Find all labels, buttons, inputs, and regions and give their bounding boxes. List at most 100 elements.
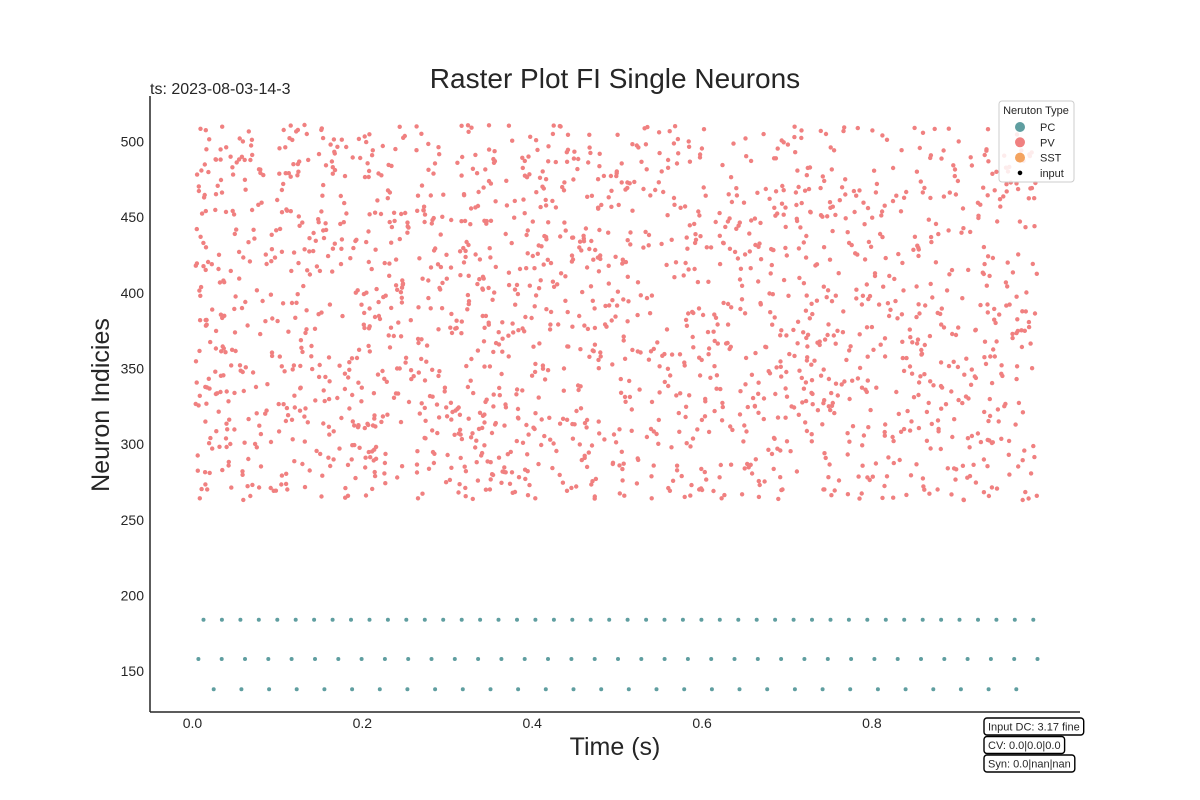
pv-spike-point	[690, 436, 696, 441]
pv-spike-point	[644, 434, 650, 440]
pv-spike-point	[991, 347, 996, 352]
pv-spike-point	[452, 432, 457, 437]
pv-spike-point	[263, 252, 268, 257]
pv-spike-point	[981, 490, 987, 495]
pc-spike-point	[499, 657, 504, 661]
pv-spike-point	[326, 396, 332, 402]
pv-spike-point	[593, 476, 599, 482]
pc-spike-point	[965, 657, 970, 661]
pv-spike-point	[550, 198, 555, 204]
pv-spike-point	[953, 477, 958, 482]
pv-spike-point	[246, 129, 251, 134]
pv-spike-point	[383, 451, 388, 457]
legend-label: PV	[1040, 137, 1055, 149]
pv-spike-point	[572, 149, 577, 154]
pv-spike-point	[630, 347, 635, 353]
pv-spike-point	[399, 300, 405, 305]
pv-spike-point	[589, 482, 594, 487]
pv-spike-point	[520, 165, 525, 171]
pv-spike-point	[560, 184, 565, 190]
pv-spike-point	[778, 359, 783, 364]
pv-spike-point	[577, 239, 583, 244]
pv-spike-point	[453, 326, 458, 331]
pv-spike-point	[826, 376, 832, 382]
pc-spike-point	[639, 657, 644, 661]
pv-spike-point	[426, 141, 431, 147]
pv-spike-point	[756, 380, 761, 385]
pv-spike-point	[821, 245, 827, 250]
pv-spike-point	[699, 487, 705, 493]
pv-spike-point	[232, 390, 237, 396]
pv-spike-point	[497, 385, 502, 391]
pv-spike-point	[674, 393, 679, 398]
pv-spike-point	[349, 457, 354, 462]
pv-spike-point	[775, 146, 780, 151]
pv-spike-point	[881, 284, 886, 289]
pv-spike-point	[725, 340, 730, 346]
pv-spike-point	[586, 450, 591, 455]
pc-spike-point	[654, 687, 659, 692]
pv-spike-point	[804, 293, 809, 298]
pv-spike-point	[551, 284, 557, 289]
pv-spike-point	[555, 282, 560, 287]
pv-spike-point	[712, 338, 717, 344]
pv-spike-point	[661, 189, 666, 195]
pv-spike-point	[810, 402, 815, 407]
pv-spike-point	[464, 363, 469, 369]
pv-spike-point	[642, 126, 647, 131]
pv-spike-point	[353, 475, 358, 481]
pv-spike-point	[542, 377, 548, 382]
pv-spike-point	[584, 265, 590, 270]
pc-spike-point	[717, 617, 722, 622]
pv-spike-point	[321, 421, 326, 426]
pv-spike-point	[729, 199, 735, 205]
pv-spike-point	[242, 157, 247, 163]
pv-spike-point	[197, 496, 202, 501]
pv-spike-point	[350, 392, 355, 398]
pv-spike-point	[879, 209, 885, 214]
pc-spike-point	[810, 617, 814, 622]
pv-spike-point	[939, 322, 944, 327]
pv-spike-point	[839, 382, 844, 387]
pv-spike-point	[1032, 196, 1037, 201]
pv-spike-point	[482, 364, 487, 369]
pv-spike-point	[304, 327, 309, 332]
pv-spike-point	[320, 193, 325, 198]
pv-spike-point	[492, 159, 498, 164]
pv-spike-point	[292, 405, 297, 410]
pv-spike-point	[678, 391, 683, 396]
pv-spike-point	[873, 461, 879, 466]
pv-spike-point	[504, 203, 510, 208]
pv-spike-point	[687, 159, 693, 164]
pv-spike-point	[969, 163, 975, 168]
pv-spike-point	[506, 270, 512, 275]
pv-spike-point	[941, 194, 947, 199]
pv-spike-point	[523, 476, 528, 482]
pv-spike-point	[712, 364, 717, 369]
pc-spike-point	[828, 617, 833, 622]
pv-spike-point	[471, 390, 476, 396]
pv-spike-point	[980, 270, 985, 275]
pv-spike-point	[421, 208, 426, 213]
pv-spike-point	[914, 169, 920, 174]
pc-spike-point	[201, 617, 206, 622]
pv-spike-point	[284, 471, 289, 476]
pv-spike-point	[468, 222, 473, 227]
pv-spike-point	[197, 288, 202, 293]
pv-spike-point	[415, 208, 420, 213]
pv-spike-point	[766, 447, 771, 452]
pv-spike-point	[313, 398, 318, 403]
pv-spike-point	[449, 311, 454, 317]
pv-spike-point	[739, 492, 745, 497]
pv-spike-point	[403, 210, 408, 216]
pv-spike-point	[543, 197, 548, 203]
pc-spike-point	[293, 617, 298, 622]
pv-spike-point	[752, 404, 758, 409]
pv-spike-point	[985, 310, 990, 315]
pv-spike-point	[985, 437, 990, 443]
pv-spike-point	[199, 168, 204, 173]
pv-spike-point	[833, 293, 838, 298]
pv-spike-point	[536, 286, 542, 291]
pv-spike-point	[402, 133, 407, 139]
pv-spike-point	[1028, 186, 1033, 191]
